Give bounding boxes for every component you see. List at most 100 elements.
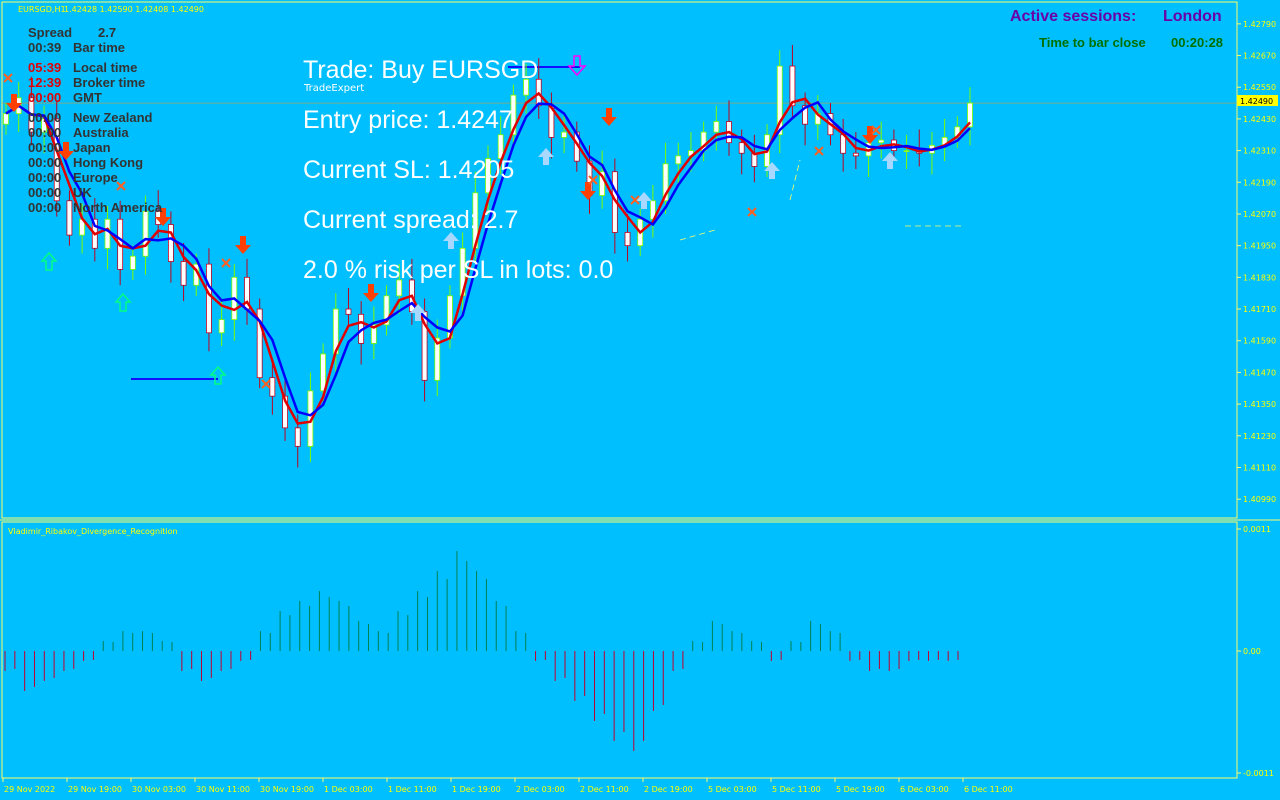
signal-arrows — [3, 55, 898, 389]
candle-body — [129, 255, 136, 270]
gmt-label: GMT — [73, 90, 102, 105]
candle-body — [142, 210, 149, 257]
time-tick-label: 29 Nov 2022 — [4, 785, 55, 794]
session-name: UK — [73, 185, 92, 200]
candle-body — [561, 131, 568, 138]
session-name: Hong Kong — [73, 155, 143, 170]
candle-body — [738, 142, 745, 154]
sell-arrow-icon — [862, 126, 878, 144]
symbol-label: EURSGD,H1 — [18, 5, 66, 14]
candle-body — [294, 427, 301, 447]
spread-value: 2.7 — [98, 25, 116, 40]
candle-body — [802, 105, 809, 125]
price-tick-label: 1.42790 — [1243, 20, 1276, 29]
time-to-close-label: Time to bar close — [1039, 35, 1146, 50]
cross-marker-icon — [221, 258, 231, 268]
time-tick-label: 2 Dec 19:00 — [644, 785, 693, 794]
session-name: Japan — [73, 140, 111, 155]
sell-arrow-icon — [363, 284, 379, 302]
time-tick-label: 1 Dec 03:00 — [324, 785, 373, 794]
current-price-tag — [1237, 95, 1278, 106]
divergence-histogram — [4, 551, 959, 751]
time-axis[interactable]: 29 Nov 2022 29 Nov 19:00 30 Nov 03:00 30 No… — [2, 778, 1013, 794]
indicator-tick-label: -0.0011 — [1243, 769, 1274, 778]
bar-time-label: Bar time — [73, 40, 125, 55]
trade-line: Trade: Buy EURSGD — [303, 56, 538, 84]
candle-body — [523, 78, 529, 96]
price-tick-label: 1.41710 — [1243, 305, 1276, 314]
indicator-axis: 0.0011 0.00 -0.0011 — [1237, 525, 1274, 778]
candle-body — [282, 395, 288, 429]
price-tick-label: 1.41950 — [1243, 242, 1276, 251]
session-time: 00:00 — [28, 140, 61, 155]
buy-arrow-icon — [882, 152, 898, 169]
broker-time-value: 12:39 — [28, 75, 61, 90]
sell-arrow-icon — [155, 208, 171, 226]
sell-arrow-icon — [6, 94, 22, 112]
active-session-value: London — [1163, 8, 1222, 25]
candle-body — [789, 65, 796, 107]
entry-price-line: Entry price: 1.4247 — [303, 106, 513, 134]
price-tick-label: 1.41830 — [1243, 273, 1276, 282]
cross-marker-icon — [116, 181, 126, 191]
session-time: 00:00 — [28, 185, 61, 200]
time-tick-label: 5 Dec 19:00 — [836, 785, 885, 794]
session-name: Australia — [73, 125, 129, 140]
candle-body — [345, 308, 352, 315]
candle-body — [713, 121, 720, 133]
price-tick-label: 1.42070 — [1243, 210, 1276, 219]
price-axis[interactable]: 1.42790 1.42670 1.42550 1.42430 1.42310 1.421… — [1237, 20, 1276, 504]
price-tick-label: 1.42550 — [1243, 83, 1276, 92]
broker-time-label: Broker time — [73, 75, 145, 90]
time-tick-label: 5 Dec 11:00 — [772, 785, 821, 794]
ma-blue-line — [5, 100, 971, 417]
candle-body — [269, 377, 276, 397]
ohlc-values: 1.42428 1.42590 1.42408 1.42490 — [64, 5, 204, 14]
session-name: New Zealand — [73, 110, 153, 125]
indicator-tick-label: 0.0011 — [1243, 525, 1271, 534]
candle-body — [180, 261, 187, 286]
session-name: North America — [73, 200, 163, 215]
candle-body — [256, 308, 263, 379]
buy-arrow-icon — [764, 162, 780, 179]
time-tick-label: 2 Dec 03:00 — [516, 785, 565, 794]
price-level-line — [2, 66, 1237, 380]
candle-body — [878, 139, 885, 144]
time-tick-label: 2 Dec 11:00 — [580, 785, 629, 794]
time-tick-label: 6 Dec 11:00 — [964, 785, 1013, 794]
sell-arrow-icon — [601, 108, 617, 126]
candle-body — [167, 224, 174, 262]
stop-line — [679, 229, 716, 241]
cross-marker-icon — [871, 125, 881, 135]
price-tick-label: 1.41230 — [1243, 432, 1276, 441]
info-panel: Spread 2.7 00:39 Bar time 05:39 Local ti… — [28, 25, 163, 215]
price-tick-label: 1.41350 — [1243, 400, 1276, 409]
sell-arrow-icon — [235, 236, 251, 254]
active-sessions-label: Active sessions: — [1010, 8, 1136, 25]
bar-time-value: 00:39 — [28, 40, 61, 55]
candle-body — [485, 158, 491, 194]
time-tick-label: 5 Dec 03:00 — [708, 785, 757, 794]
local-time-label: Local time — [73, 60, 137, 75]
session-time: 00:00 — [28, 155, 61, 170]
candle-body — [3, 113, 9, 125]
buy-arrow-icon — [636, 192, 652, 209]
time-tick-label: 29 Nov 19:00 — [68, 785, 122, 794]
trade-panel: Trade: Buy EURSGD TradeExpert Entry pric… — [303, 56, 613, 284]
down-outline-arrow-icon — [567, 55, 587, 77]
candle-body — [510, 94, 517, 136]
session-name: Europe — [73, 170, 118, 185]
time-tick-label: 1 Dec 11:00 — [388, 785, 437, 794]
candle-body — [967, 102, 973, 128]
spread-label: Spread — [28, 25, 72, 40]
price-tick-label: 1.41590 — [1243, 337, 1276, 346]
candle-body — [776, 65, 783, 136]
cross-marker-icon — [3, 73, 13, 83]
candle-body — [66, 200, 73, 236]
up-outline-arrow-icon — [40, 251, 58, 271]
candle-body — [206, 263, 212, 334]
gmt-value: 00:00 — [28, 90, 61, 105]
cross-marker-icon — [747, 207, 757, 217]
local-time-value: 05:39 — [28, 60, 61, 75]
